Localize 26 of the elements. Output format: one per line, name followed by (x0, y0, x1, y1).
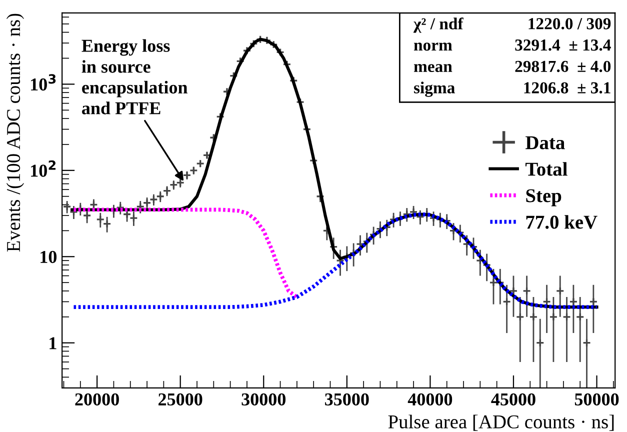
x-axis-title: Pulse area [ADC counts · ns] (388, 414, 614, 431)
annotation: sigma (414, 82, 455, 97)
y-tick-label: 10$^{2}$ (31, 160, 56, 177)
annotation: 3291.4 ± 13.4 (515, 39, 611, 51)
x-tick-label: 50000 (574, 393, 619, 406)
legend-label: Data (526, 136, 565, 150)
x-tick-label: 40000 (408, 393, 452, 406)
annotation: 1206.8 ± 3.1 (524, 82, 610, 94)
legend-label: 77.0 keV (526, 215, 598, 229)
x-tick-label: 35000 (325, 393, 369, 406)
legend-label: Step (526, 189, 562, 206)
y-tick-label: 10 (40, 250, 57, 264)
annotation: norm (414, 42, 452, 51)
x-tick-label: 30000 (242, 393, 286, 406)
annotation: 1220.0 / 309 (528, 18, 611, 30)
y-tick-label: 10$^{3}$ (31, 74, 56, 91)
x-tick-label: 25000 (158, 393, 202, 406)
y-axis-title: Events /(100 ADC counts · ns) (6, 14, 24, 252)
legend-label: Total (526, 162, 568, 176)
annotation: Energy loss in source encapsulation and PTFE (82, 39, 188, 114)
annotation: mean (414, 64, 452, 72)
annotation: χ² / ndf (413, 18, 464, 33)
y-tick-label: 1 (50, 337, 56, 350)
annotation: 29817.6 ± 4.0 (515, 60, 611, 72)
x-tick-label: 20000 (75, 393, 119, 406)
x-tick-label: 45000 (491, 393, 536, 406)
